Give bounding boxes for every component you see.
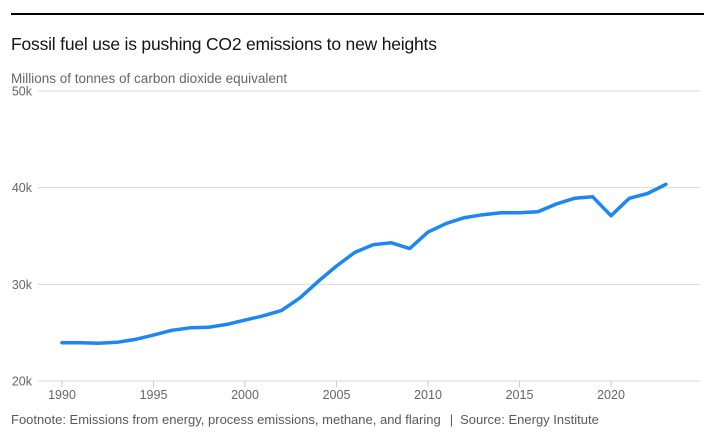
x-axis-label-1995: 1995 xyxy=(140,388,168,402)
chart-subtitle: Millions of tonnes of carbon dioxide equ… xyxy=(11,70,288,86)
x-axis-label-2020: 2020 xyxy=(597,388,625,402)
x-axis-label-2005: 2005 xyxy=(323,388,351,402)
x-axis-label-2010: 2010 xyxy=(414,388,442,402)
emissions-data-line xyxy=(60,182,668,346)
x-axis-label-1990: 1990 xyxy=(48,388,76,402)
y-axis-label-40k: 40k xyxy=(12,181,33,195)
x-axis-label-2015: 2015 xyxy=(506,388,534,402)
x-axis-label-2000: 2000 xyxy=(231,388,259,402)
chart-title: Fossil fuel use is pushing CO2 emissions… xyxy=(11,33,437,54)
footnote-bar: Footnote: Emissions from energy, process… xyxy=(11,412,704,427)
footnote-text: Footnote: Emissions from energy, process… xyxy=(11,412,441,427)
y-axis-label-20k: 20k xyxy=(12,375,33,389)
top-divider-rule xyxy=(11,13,704,15)
footnote-separator: | xyxy=(449,412,454,427)
y-axis-label-50k: 50k xyxy=(12,85,33,99)
emissions-line-chart: 20k 30k 40k 50k 1990 1995 2000 2005 2010 2015 2020 xyxy=(12,85,700,402)
source-text: Source: Energy Institute xyxy=(460,412,599,427)
y-axis-label-30k: 30k xyxy=(12,278,33,292)
